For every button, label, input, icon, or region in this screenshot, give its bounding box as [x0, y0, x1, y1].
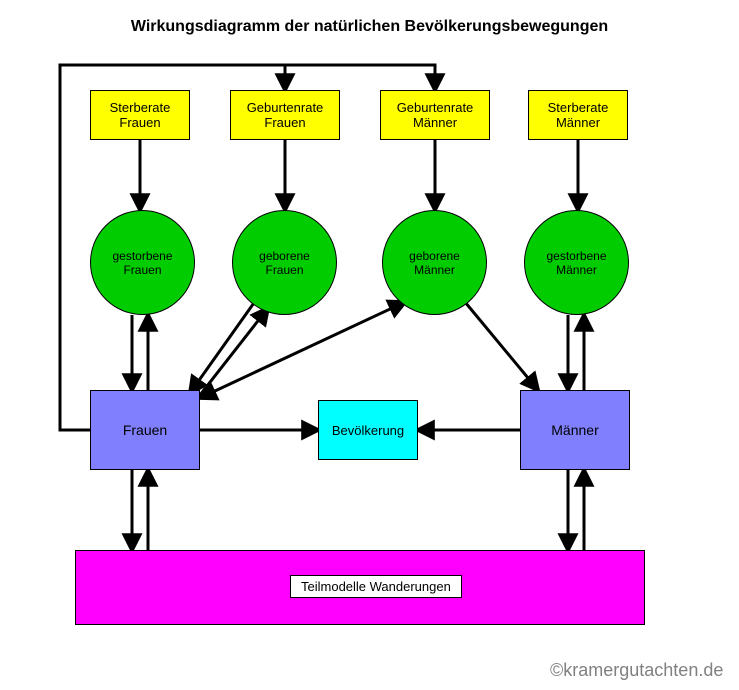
edge-8 — [190, 300, 256, 393]
edge-11 — [465, 302, 538, 390]
credit-text: ©kramergutachten.de — [550, 660, 723, 681]
node-bev: Bevölkerung — [318, 400, 418, 460]
node-gest_m: gestorbeneMänner — [524, 210, 629, 315]
wander-label: Teilmodelle Wanderungen — [290, 575, 462, 598]
node-geb_m: geboreneMänner — [382, 210, 487, 315]
node-gr_f: GeburtenrateFrauen — [230, 90, 340, 140]
diagram-title: Wirkungsdiagramm der natürlichen Bevölke… — [0, 18, 739, 36]
edge-10 — [200, 302, 405, 398]
node-gest_f: gestorbeneFrauen — [90, 210, 195, 315]
node-frauen: Frauen — [90, 390, 200, 470]
node-gr_m: GeburtenrateMänner — [380, 90, 490, 140]
edge-9 — [200, 308, 268, 395]
diagram-canvas: Wirkungsdiagramm der natürlichen Bevölke… — [0, 0, 739, 690]
node-maenner: Männer — [520, 390, 630, 470]
node-sr_f: SterberateFrauen — [90, 90, 190, 140]
node-geb_f: geboreneFrauen — [232, 210, 337, 315]
node-sr_m: SterberateMänner — [528, 90, 628, 140]
